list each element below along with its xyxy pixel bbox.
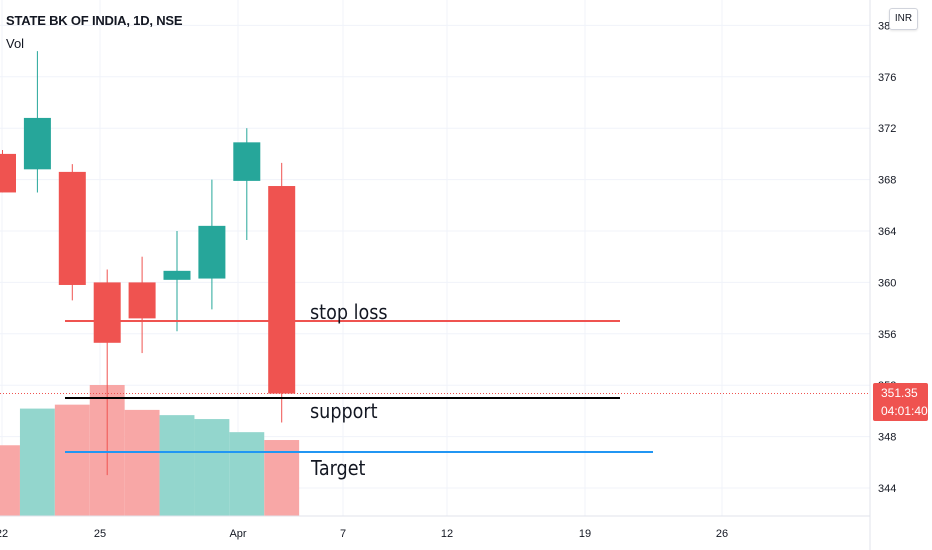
candle-body (93, 282, 121, 343)
price-tick-label: 356 (878, 329, 896, 341)
volume-bar (54, 404, 90, 516)
time-axis: 22 25 Apr 7 12 19 26 (0, 528, 728, 540)
time-tick-label: 25 (94, 528, 106, 540)
volume-bar (194, 419, 230, 516)
volume-bar (19, 408, 55, 516)
time-tick-label: 7 (340, 528, 346, 540)
last-price-value: 351.35 (881, 386, 918, 400)
candle-body (58, 171, 86, 285)
chart-grid (0, 0, 870, 516)
time-tick-label: 12 (441, 528, 453, 540)
candle-body (128, 282, 156, 319)
candle-body (163, 270, 191, 280)
target-label[interactable]: Target (311, 456, 366, 481)
price-axis: 344348352356360364368372376380 (878, 20, 896, 495)
volume-bar (124, 409, 160, 516)
candle-body (198, 225, 226, 279)
currency-button[interactable]: INR (889, 8, 918, 30)
symbol-title[interactable]: STATE BK OF INDIA, 1D, NSE (6, 13, 183, 28)
bar-countdown: 04:01:40 (881, 404, 928, 418)
candlestick-series (0, 51, 296, 476)
stop-loss-label[interactable]: stop loss (310, 299, 388, 324)
price-tick-label: 360 (878, 277, 896, 289)
volume-label[interactable]: Vol (6, 36, 25, 51)
support-label[interactable]: support (310, 399, 378, 424)
candle-body (23, 117, 51, 170)
time-tick-label: Apr (229, 528, 246, 540)
price-tick-label: 348 (878, 432, 896, 444)
last-price-tag: 351.35 04:01:40 (873, 383, 928, 421)
time-tick-label: 26 (716, 528, 728, 540)
price-tick-label: 376 (878, 72, 896, 84)
candle-body (268, 186, 296, 394)
volume-bar (0, 445, 20, 516)
volume-series (0, 385, 300, 516)
time-tick-label: 22 (0, 528, 8, 540)
price-tick-label: 344 (878, 483, 896, 495)
price-tick-label: 372 (878, 123, 896, 135)
volume-bar (159, 415, 195, 516)
price-tick-label: 368 (878, 175, 896, 187)
price-tick-label: 364 (878, 226, 896, 238)
volume-bar (229, 432, 265, 516)
candle-body (233, 142, 261, 181)
candle-body (0, 153, 16, 193)
time-tick-label: 19 (579, 528, 591, 540)
horizontal-lines (65, 319, 653, 454)
